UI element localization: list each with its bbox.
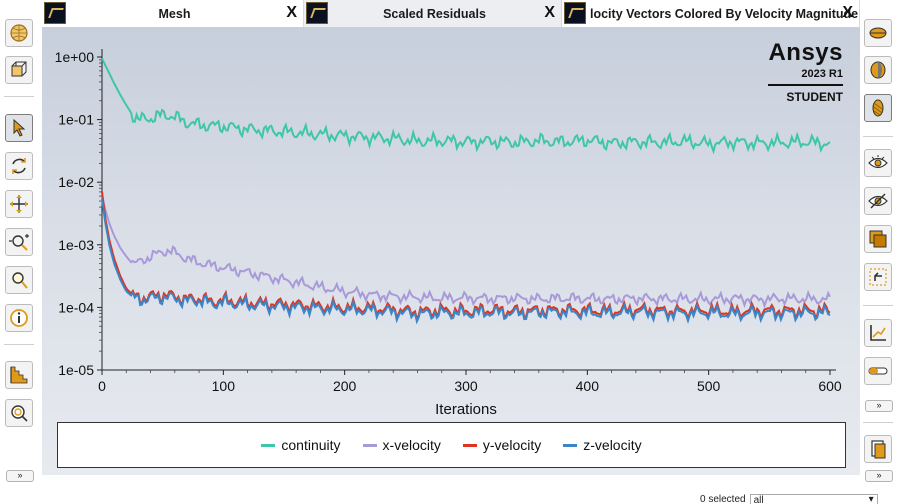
logo-brand: Ansys <box>768 39 843 66</box>
select-arrow-icon[interactable] <box>5 114 33 142</box>
zoom-in-out-icon[interactable] <box>5 228 33 256</box>
series-line-x-velocity <box>101 195 831 309</box>
x-tick-label: 300 <box>454 378 478 394</box>
selection-status: 0 selected all <box>700 494 878 504</box>
x-tick-label: 0 <box>98 378 106 394</box>
legend-label: x-velocity <box>382 437 441 453</box>
legend-item-x-velocity: x-velocity <box>362 437 441 453</box>
logo-version: 2023 R1 <box>768 68 843 86</box>
axes-icon[interactable] <box>864 319 892 347</box>
toolbar-divider <box>4 96 34 97</box>
rotate-icon[interactable] <box>5 152 33 180</box>
mesh-sphere-icon[interactable] <box>5 19 33 47</box>
graphics-tab-bar: Mesh X Scaled Residuals X locity Vectors… <box>42 0 860 27</box>
left-toolbar-more-button[interactable]: » <box>6 470 34 482</box>
y-tick-label: 1e-01 <box>58 112 94 128</box>
zoom-box-icon[interactable] <box>5 266 33 294</box>
x-tick-label: 200 <box>333 378 357 394</box>
pan-icon[interactable] <box>5 190 33 218</box>
y-tick-label: 1e-05 <box>58 362 94 378</box>
right-toolbar-more-button-bottom[interactable]: » <box>865 470 893 482</box>
x-tick-label: 600 <box>818 378 842 394</box>
display-side-icon[interactable] <box>864 56 892 84</box>
toolbar-divider <box>863 305 893 306</box>
y-tick-label: 1e-03 <box>58 237 94 253</box>
legend-swatch <box>261 443 276 447</box>
tab-label: Scaled Residuals <box>383 6 486 21</box>
residuals-plot-area[interactable]: 1e+00 1e-01 1e-02 1e-03 1e-04 1e-05 0 100 200 300… <box>42 27 860 475</box>
residuals-chart: 1e+00 1e-01 1e-02 1e-03 1e-04 1e-050 100 200 300… <box>55 49 842 418</box>
logo-edition: STUDENT <box>786 90 843 104</box>
legend-label: z-velocity <box>583 437 642 453</box>
vectors-tab-icon <box>564 2 586 24</box>
zoom-fit-icon[interactable] <box>5 399 33 427</box>
toolbar-divider <box>863 136 893 137</box>
legend-label: continuity <box>281 437 341 453</box>
stair-icon[interactable] <box>5 361 33 389</box>
toolbar-divider <box>4 344 34 345</box>
y-tick-label: 1e+00 <box>55 49 95 65</box>
x-axis-title: Iterations <box>435 401 497 418</box>
legend-swatch <box>462 443 477 447</box>
legend-item-y-velocity: y-velocity <box>462 437 542 453</box>
display-front-icon[interactable] <box>864 19 892 47</box>
eye-hide-icon[interactable] <box>864 187 892 215</box>
legend-item-continuity: continuity <box>261 437 341 453</box>
x-tick-label: 400 <box>576 378 600 394</box>
undo-view-icon[interactable] <box>864 263 892 291</box>
x-tick-label: 500 <box>697 378 721 394</box>
tab-label: locity Vectors Colored By Velocity Magni… <box>590 6 859 21</box>
close-icon[interactable]: X <box>286 4 297 21</box>
y-tick-label: 1e-02 <box>58 174 94 190</box>
tab-velocity-vectors[interactable]: locity Vectors Colored By Velocity Magni… <box>562 0 860 27</box>
residuals-tab-icon <box>306 2 328 24</box>
x-tick-label: 100 <box>212 378 236 394</box>
mesh-tab-icon <box>44 2 66 24</box>
legend-item-z-velocity: z-velocity <box>563 437 642 453</box>
toggle-icon[interactable] <box>864 357 892 385</box>
page-icon[interactable] <box>864 435 892 463</box>
chart-legend: continuity x-velocity y-velocity z-velocity <box>57 422 846 468</box>
ansys-logo: Ansys 2023 R1 STUDENT <box>768 41 843 104</box>
toolbar-divider <box>863 422 893 423</box>
series-line-continuity <box>101 57 831 155</box>
y-tick-label: 1e-04 <box>58 299 94 315</box>
tab-scaled-residuals[interactable]: Scaled Residuals X <box>304 0 562 27</box>
legend-label: y-velocity <box>482 437 542 453</box>
legend-swatch <box>362 443 377 447</box>
display-hatched-icon[interactable] <box>864 94 892 122</box>
series-line-z-velocity <box>101 198 831 325</box>
tab-mesh[interactable]: Mesh X <box>42 0 304 27</box>
info-icon[interactable] <box>5 304 33 332</box>
cube-icon[interactable] <box>5 56 33 84</box>
selection-filter-dropdown[interactable]: all <box>749 494 878 504</box>
eye-icon[interactable] <box>864 149 892 177</box>
right-toolbar-more-button[interactable]: » <box>865 400 893 412</box>
selected-count-label: 0 selected <box>700 494 746 504</box>
close-icon[interactable]: X <box>842 4 853 21</box>
legend-swatch <box>563 443 578 447</box>
close-icon[interactable]: X <box>544 4 555 21</box>
tab-label: Mesh <box>158 6 191 21</box>
copy-window-icon[interactable] <box>864 225 892 253</box>
